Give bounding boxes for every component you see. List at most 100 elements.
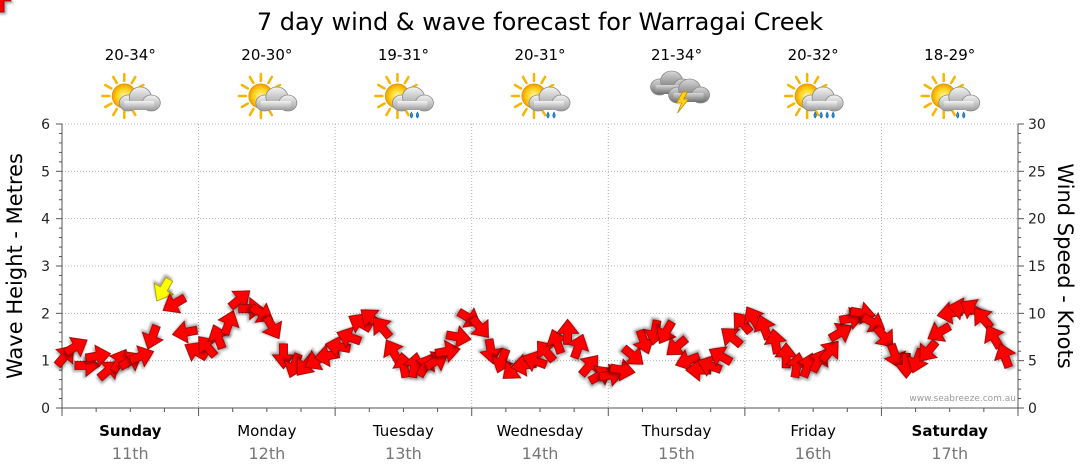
sun-cloud-heavy-rain-icon (783, 72, 844, 120)
sun-ray (540, 75, 547, 85)
wind-arrow (0, 0, 12, 13)
cloud-base (943, 101, 974, 110)
wind-arrow (373, 317, 394, 340)
sun-ray (377, 83, 386, 90)
wind-arrow (993, 343, 1017, 370)
cloud-shape (392, 86, 434, 112)
day-date-label: 14th (522, 444, 559, 463)
sun-ray (103, 102, 113, 109)
sun-cloud-icon (101, 72, 161, 120)
cloud-shape (938, 86, 981, 112)
y2-tick-label: 10 (1028, 306, 1046, 322)
day-name-label: Saturday (912, 422, 989, 440)
sun-cloud-rain-icon (374, 72, 434, 120)
day-date-label: 12th (248, 444, 285, 463)
sun-ray (521, 107, 528, 117)
rain-drop (552, 111, 556, 119)
day-name-label: Sunday (99, 422, 162, 440)
y2-tick-label: 20 (1028, 212, 1046, 228)
sun-ray (103, 83, 113, 90)
temperature-label: 20-31° (514, 46, 565, 64)
credit-text: www.seabreeze.com.au (909, 394, 1016, 404)
sun-ray (513, 102, 523, 109)
wind-arrow (883, 342, 907, 369)
day-name-label: Friday (790, 422, 836, 440)
y2-tick-label: 30 (1028, 117, 1046, 133)
wind-arrow (171, 320, 199, 344)
temperature-label: 20-32° (788, 46, 839, 64)
rain-drop (825, 111, 829, 119)
y2-axis-label: Wind Speed - Knots (1053, 163, 1077, 368)
sun-ray (794, 75, 801, 85)
sun-ray (240, 102, 250, 109)
y-tick-label: 3 (41, 259, 50, 275)
sun-ray (248, 107, 255, 117)
y2-tick-label: 0 (1028, 401, 1037, 417)
y2-tick-label: 25 (1028, 164, 1046, 180)
wind-arrow (873, 324, 894, 348)
sun-ray (786, 102, 796, 109)
y-tick-label: 2 (41, 306, 50, 322)
sun-ray (786, 83, 796, 90)
weather-icons (101, 70, 981, 120)
wind-arrow (141, 323, 164, 350)
wind-arrow (84, 344, 112, 368)
cloud-base (124, 101, 155, 110)
wind-arrow (271, 343, 296, 370)
rain-drop (546, 111, 550, 119)
sun-ray (240, 83, 250, 90)
day-labels: Sunday 11th Monday 12th Tuesday 13th Wednesday… (99, 422, 988, 463)
y2-tick-label: 5 (1028, 354, 1037, 370)
temperature-label: 19-31° (378, 46, 429, 64)
rain-drop (819, 111, 823, 119)
wind-arrow (927, 321, 953, 342)
sun-ray (794, 107, 801, 117)
sun-cloud-icon (237, 72, 298, 120)
cloud-shape (118, 86, 161, 112)
wind-arrow (261, 314, 283, 340)
wind-arrow (62, 336, 88, 358)
temperature-label: 20-34° (105, 46, 156, 64)
wind-arrow (445, 325, 472, 349)
temperature-label: 20-30° (241, 46, 292, 64)
wind-arrow (153, 276, 175, 302)
y-tick-label: 6 (41, 117, 50, 133)
y-axis-label: Wave Height - Metres (3, 153, 27, 379)
wind-arrow (162, 292, 188, 314)
sun-ray (403, 75, 410, 85)
sun-ray (931, 107, 938, 117)
wind-arrow (827, 322, 853, 344)
lightning-bolt (675, 91, 690, 114)
sun-ray (248, 75, 255, 85)
rain-drop (813, 111, 817, 119)
y2-tick-label: 15 (1028, 259, 1046, 275)
sun-ray (923, 102, 932, 109)
wind-arrow (128, 345, 155, 368)
axes: 0 1 2 3 4 5 6 0 5 10 15 20 25 30 (41, 117, 1046, 417)
day-name-label: Thursday (641, 422, 712, 440)
cloud-base (397, 101, 428, 110)
sun-ray (130, 75, 137, 85)
day-date-label: 16th (795, 444, 832, 463)
sun-ray (521, 75, 528, 85)
rain-drop (415, 111, 419, 119)
cloud-base (807, 101, 838, 110)
wind-arrow (566, 333, 590, 360)
wind-arrow (708, 346, 734, 367)
sun-ray (112, 75, 119, 85)
cloud-shape (668, 78, 710, 104)
sun-ray (377, 102, 386, 109)
day-date-label: 13th (385, 444, 422, 463)
y-tick-label: 1 (41, 354, 50, 370)
sun-ray (813, 75, 820, 85)
day-date-label: 15th (658, 444, 695, 463)
cloud-shape (528, 86, 571, 112)
chart-title: 7 day wind & wave forecast for Warragai … (257, 8, 823, 36)
day-date-label: 11th (112, 444, 149, 463)
wind-arrow (818, 340, 839, 364)
cloud-shape (255, 86, 298, 112)
y-tick-label: 5 (41, 164, 50, 180)
rain-drop (409, 111, 413, 119)
temperature-label: 21-34° (651, 46, 702, 64)
grid (62, 123, 1018, 408)
